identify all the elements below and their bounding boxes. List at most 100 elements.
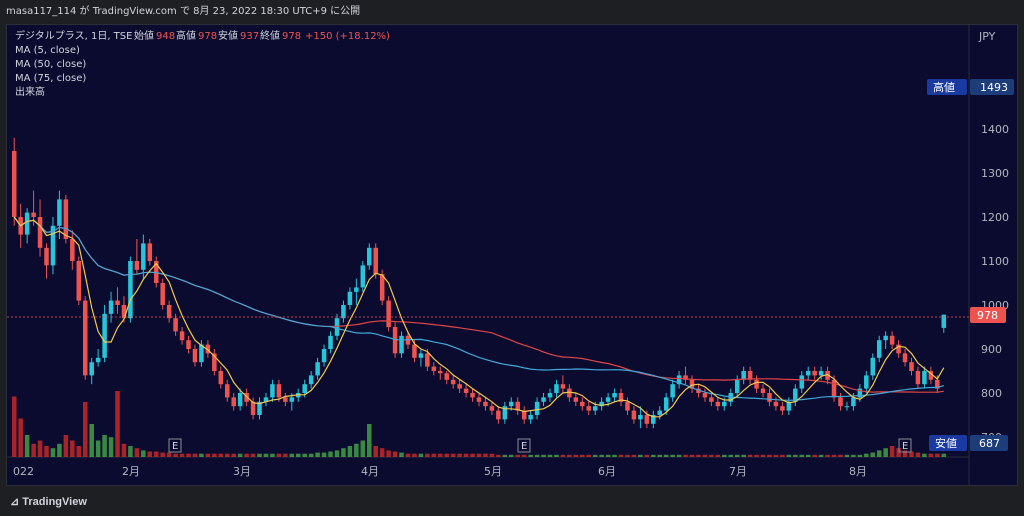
earnings-marker-3[interactable]: E [898, 438, 912, 453]
volume-bar [857, 454, 863, 457]
candle-body [909, 362, 914, 371]
volume-bar [864, 453, 869, 457]
candle [741, 366, 746, 385]
candle [515, 397, 520, 415]
volume-bar [799, 454, 805, 457]
candle [24, 208, 30, 244]
volume-bar [909, 451, 914, 457]
volume-bar [341, 448, 346, 457]
candle [218, 366, 224, 389]
volume-bar [592, 454, 598, 457]
candle [567, 384, 572, 402]
candle [818, 366, 824, 380]
candle-body [857, 388, 863, 398]
legend-close-value: 978 [282, 31, 301, 42]
volume-bar [386, 450, 391, 457]
legend-high-label: 高値 [176, 29, 196, 42]
candle-body [108, 300, 114, 314]
candle [760, 384, 766, 398]
candle-body [257, 401, 262, 415]
legend-ma50[interactable]: MA (50, close) [15, 59, 86, 70]
legend-volume[interactable]: 出来高 [15, 85, 45, 98]
candle [134, 239, 140, 275]
volume-bar [580, 454, 585, 457]
candle [70, 230, 75, 270]
volume-bar [676, 454, 682, 457]
tradingview-logo[interactable]: ⊿ TradingView [10, 496, 87, 508]
legend-ma5[interactable]: MA (5, close) [15, 45, 80, 56]
volume-bar [605, 454, 611, 457]
candle-body [82, 300, 88, 376]
candle-body [528, 415, 533, 420]
chart-area[interactable]: デジタルプラス, 1日, TSE 始値 948 高値 978 安値 937 終値… [6, 24, 1018, 486]
candle [864, 371, 869, 393]
candle-body [237, 393, 243, 407]
candle [612, 388, 617, 402]
volume-bar [289, 453, 295, 457]
candle [250, 397, 256, 420]
volume-bar [838, 454, 843, 457]
volume-bar [915, 452, 921, 457]
volume-bar [431, 453, 437, 457]
candle [270, 379, 275, 402]
candle-body [470, 393, 475, 398]
candle-body [302, 384, 307, 393]
candle-body [625, 401, 630, 411]
candle-body [360, 265, 366, 288]
candle [651, 410, 656, 429]
candle [663, 393, 669, 415]
candle-body [128, 261, 133, 319]
earnings-marker-1-box [168, 438, 182, 453]
chart-svg[interactable]: デジタルプラス, 1日, TSE 始値 948 高値 978 安値 937 終値… [7, 25, 1017, 485]
volume-bar [321, 452, 327, 457]
candle-body [805, 371, 811, 376]
time-label-7: 8月 [849, 465, 867, 478]
legend-ma75[interactable]: MA (75, close) [15, 73, 86, 84]
candle-body [689, 379, 695, 389]
volume-bar [476, 453, 482, 457]
volume-bar [147, 451, 153, 457]
candle-body [715, 401, 721, 407]
volume-bar [567, 454, 572, 457]
candle [521, 406, 527, 424]
candle [153, 256, 159, 288]
candle [470, 388, 475, 402]
candle-body [354, 287, 359, 292]
candle-body [438, 371, 443, 374]
candle [799, 371, 805, 393]
volume-bar [212, 453, 217, 457]
time-label-5: 6月 [598, 465, 616, 478]
candle-body [160, 283, 165, 305]
candle [915, 366, 921, 389]
candle-body [534, 401, 540, 415]
candle [767, 388, 772, 407]
candle [186, 335, 191, 354]
candle-body [541, 397, 546, 402]
candle-body [793, 388, 798, 402]
candle [793, 384, 798, 407]
candle-body [683, 375, 688, 380]
candle [534, 397, 540, 420]
candle [909, 357, 914, 376]
legend-close-label: 終値 [260, 29, 280, 42]
candle-body [386, 300, 391, 327]
earnings-marker-1[interactable]: E [168, 438, 182, 453]
volume-bar [709, 454, 714, 457]
earnings-marker-2[interactable]: E [517, 438, 531, 453]
candle-body [89, 362, 94, 376]
volume-bar [153, 451, 159, 457]
volume-bar [24, 435, 30, 457]
volume-bar [128, 446, 133, 457]
time-label-6: 7月 [729, 465, 747, 478]
candle-body [373, 247, 378, 275]
candle [483, 397, 488, 411]
candle-body [328, 335, 333, 349]
legend-change: +150 (+18.12%) [305, 31, 390, 42]
volume-bar [747, 454, 753, 457]
candle [560, 375, 566, 393]
price-tick-3: 1100 [981, 255, 1009, 268]
candle [160, 278, 165, 310]
candle [825, 366, 830, 385]
volume-bar [812, 454, 817, 457]
candle-body [773, 401, 779, 407]
